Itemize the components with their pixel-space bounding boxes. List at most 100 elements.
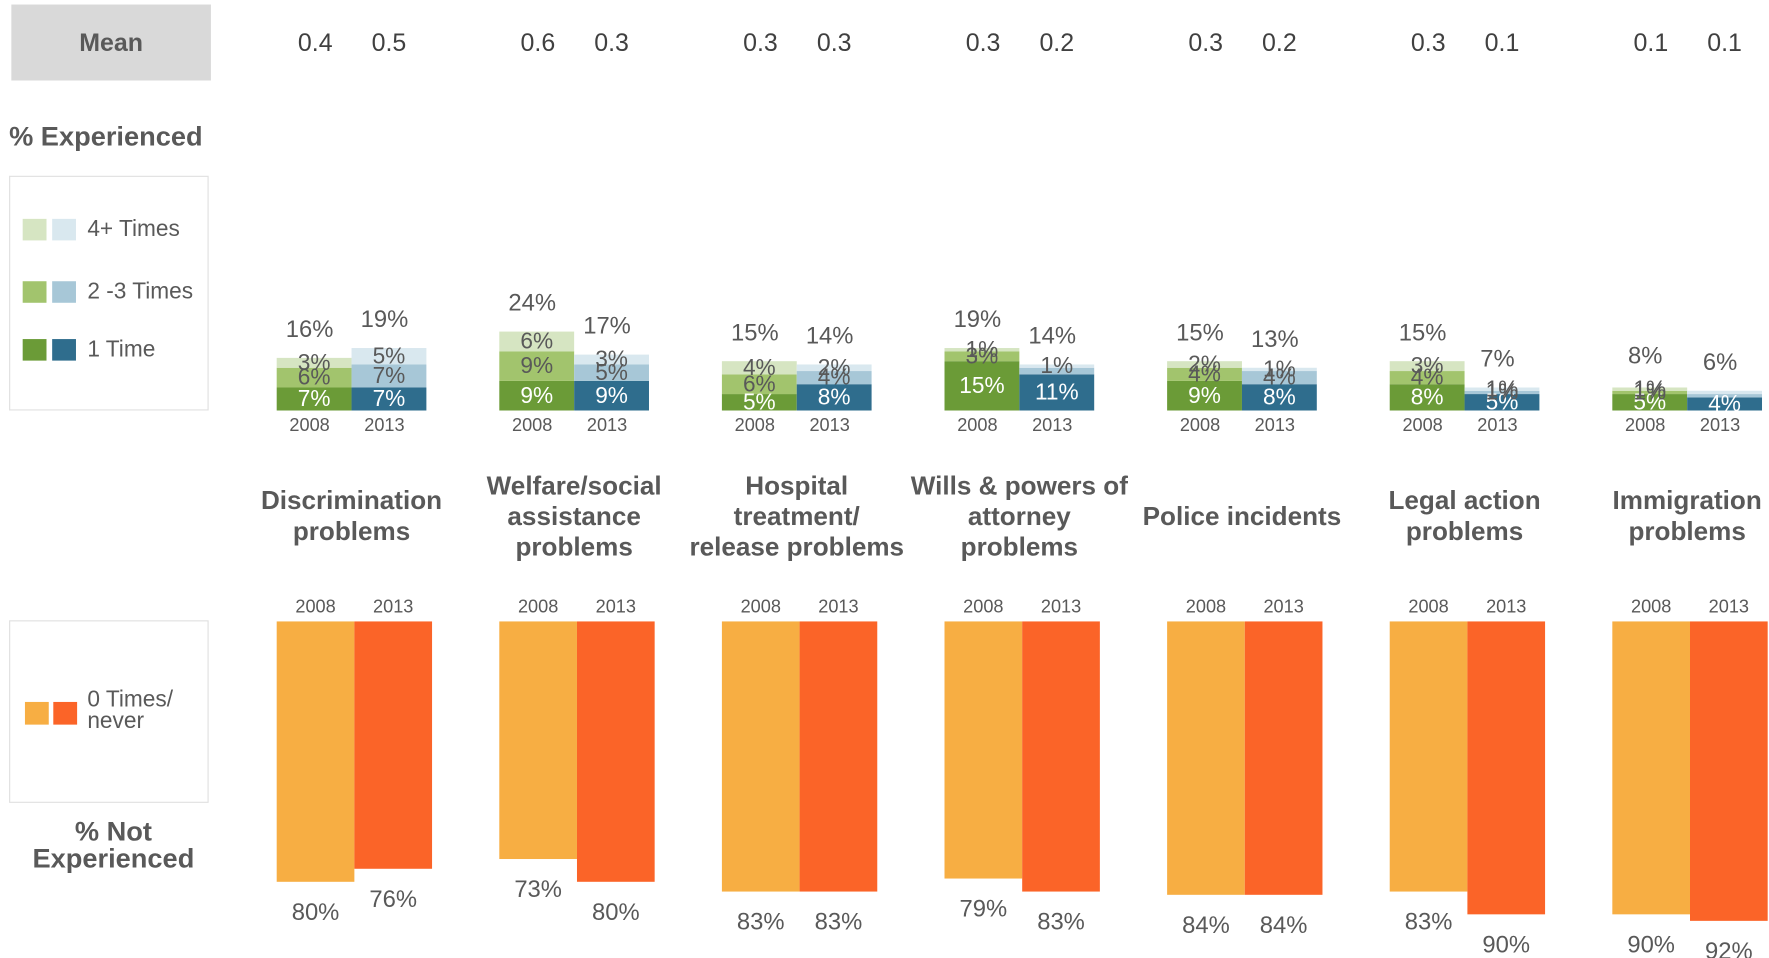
bar-segment xyxy=(1019,364,1095,368)
segment-label: 8% xyxy=(1411,383,1444,409)
total-label: 24% xyxy=(508,290,556,317)
mean-value: 0.3 xyxy=(1188,29,1223,57)
not-value-label: 80% xyxy=(292,899,340,926)
segment-label: 9% xyxy=(520,352,553,378)
segment-label: 6% xyxy=(743,370,776,396)
segment-label: 9% xyxy=(520,382,553,408)
legend-swatch xyxy=(53,701,78,725)
not-bar xyxy=(799,621,878,892)
not-value-label: 84% xyxy=(1260,912,1308,939)
not-bar xyxy=(1690,621,1768,921)
not-bar xyxy=(576,621,655,882)
total-label: 19% xyxy=(954,306,1002,333)
segment-label: 4% xyxy=(1188,360,1221,386)
bar-segment xyxy=(574,380,649,411)
bar-segment xyxy=(574,354,649,365)
not-value-label: 80% xyxy=(592,899,640,926)
segment-label: 4% xyxy=(1708,390,1741,416)
not-bar xyxy=(499,621,577,860)
mean-box xyxy=(11,4,211,81)
segment-label: 8% xyxy=(1263,383,1296,409)
total-label: 14% xyxy=(1028,323,1076,350)
segment-label: 5% xyxy=(595,359,628,385)
bar-segment xyxy=(351,364,427,388)
legend-label: 2 -3 Times xyxy=(87,278,193,304)
bar-segment xyxy=(276,387,352,411)
segment-label: 3% xyxy=(298,349,331,375)
not-bar xyxy=(1167,621,1245,895)
legend-swatch xyxy=(52,339,76,361)
segment-label: 3% xyxy=(966,342,999,368)
bar-segment xyxy=(351,387,427,411)
bar-segment xyxy=(1167,380,1242,411)
bar-segment xyxy=(499,331,575,352)
segment-label: 2% xyxy=(1188,351,1221,377)
year-label: 2013 xyxy=(1255,415,1295,435)
category-label: Hospital treatment/ release problems xyxy=(689,470,905,561)
segment-label: 7% xyxy=(373,362,406,388)
year-label: 2008 xyxy=(295,597,335,617)
year-label: 2008 xyxy=(1625,415,1665,435)
bar-segment xyxy=(1612,390,1688,395)
segment-label: 6% xyxy=(520,328,553,354)
year-label: 2013 xyxy=(364,415,404,435)
year-label: 2008 xyxy=(512,415,552,435)
total-label: 15% xyxy=(731,319,779,346)
year-label: 2008 xyxy=(289,415,329,435)
mean-value: 0.3 xyxy=(594,29,629,57)
segment-label: 3% xyxy=(595,346,628,372)
year-label: 2013 xyxy=(596,597,636,617)
legend-swatch xyxy=(52,218,76,241)
year-label: 2013 xyxy=(1032,415,1072,435)
bar-segment xyxy=(721,361,797,375)
year-label: 2008 xyxy=(957,415,997,435)
segment-label: 1% xyxy=(1633,379,1666,405)
not-value-label: 79% xyxy=(960,896,1008,923)
bar-segment xyxy=(1241,384,1317,411)
segment-label: 2% xyxy=(818,354,851,380)
year-label: 2008 xyxy=(1186,597,1226,617)
not-bar xyxy=(1244,621,1323,895)
not-bar xyxy=(1389,621,1468,892)
not-value-label: 83% xyxy=(1037,909,1085,936)
mean-value: 0.3 xyxy=(743,29,778,57)
year-label: 2013 xyxy=(1486,597,1526,617)
segment-label: 6% xyxy=(298,364,331,390)
mean-value: 0.1 xyxy=(1707,29,1742,57)
mean-value: 0.5 xyxy=(372,29,407,57)
legend-swatch xyxy=(22,281,47,303)
year-label: 2008 xyxy=(1408,597,1448,617)
legend-box xyxy=(9,175,209,411)
bar-segment xyxy=(276,357,352,368)
bar-segment xyxy=(351,348,427,365)
segment-label: 5% xyxy=(373,342,406,368)
mean-value: 0.4 xyxy=(298,29,333,57)
year-label: 2013 xyxy=(1477,415,1517,435)
year-label: 2008 xyxy=(1402,415,1442,435)
year-label: 2013 xyxy=(587,415,627,435)
bar-segment xyxy=(1389,361,1465,372)
not-value-label: 83% xyxy=(737,909,785,936)
legend-swatch xyxy=(52,281,76,303)
year-label: 2008 xyxy=(963,597,1003,617)
bar-segment xyxy=(1167,367,1242,381)
year-label: 2008 xyxy=(1631,597,1671,617)
segment-label: 1% xyxy=(966,336,999,362)
bar-segment xyxy=(1612,387,1688,391)
total-label: 6% xyxy=(1703,349,1737,376)
segment-label: 1% xyxy=(1486,379,1519,405)
category-label: Welfare/social assistance problems xyxy=(486,470,662,561)
bar-segment xyxy=(1464,394,1540,411)
segment-label: 7% xyxy=(373,385,406,411)
year-label: 2013 xyxy=(818,597,858,617)
segment-label: 4% xyxy=(818,364,851,390)
total-label: 16% xyxy=(286,316,334,343)
bar-segment xyxy=(721,374,797,395)
legend-label: 4+ Times xyxy=(87,215,180,241)
segment-label: 7% xyxy=(298,385,331,411)
bar-segment xyxy=(1019,367,1095,375)
segment-label: 9% xyxy=(1188,382,1221,408)
bar-segment xyxy=(796,384,872,411)
not-value-label: 90% xyxy=(1627,931,1675,958)
